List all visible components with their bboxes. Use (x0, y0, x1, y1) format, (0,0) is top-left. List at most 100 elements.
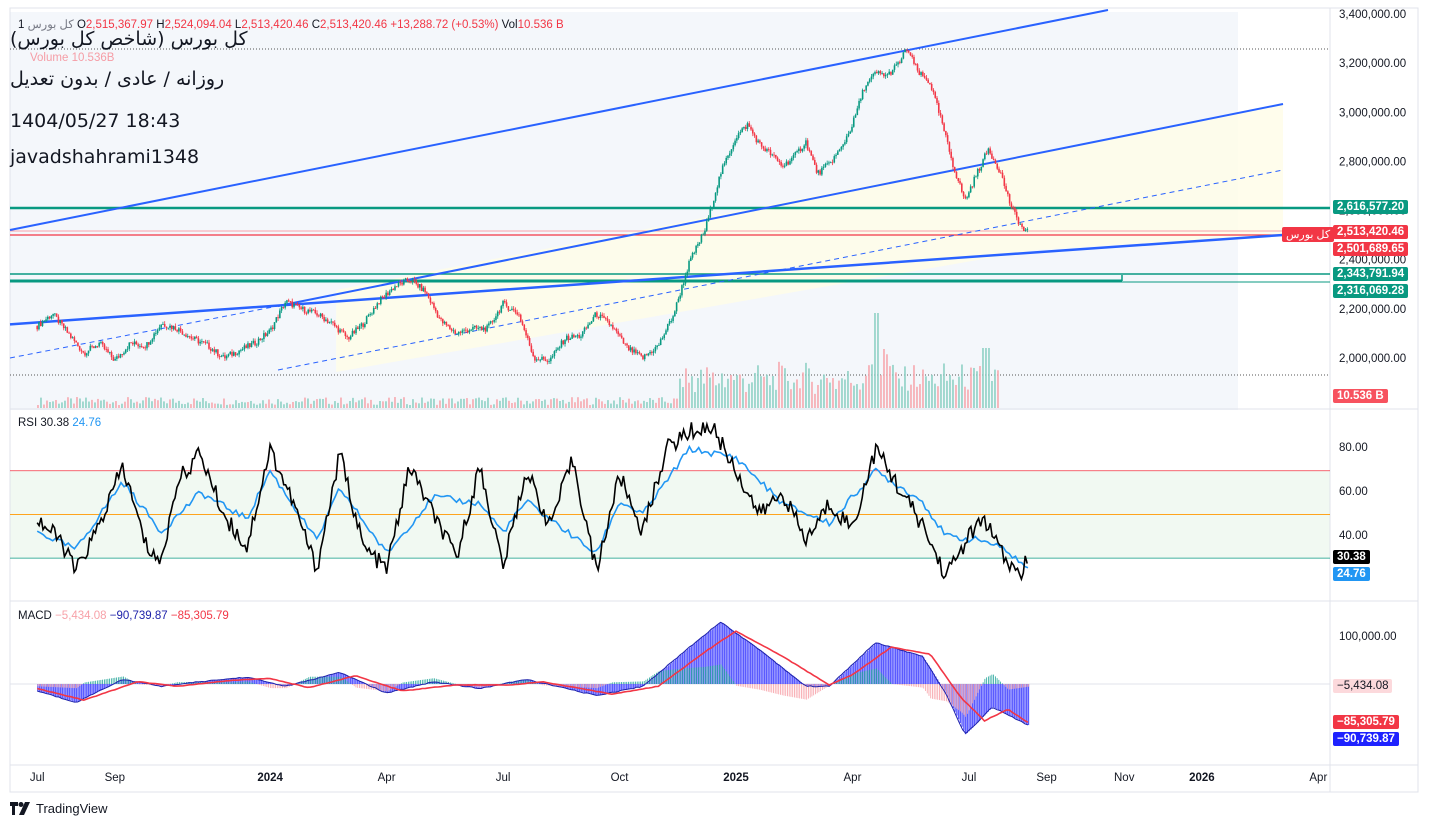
candle (725, 157, 728, 164)
tradingview-logo[interactable]: TradingView (10, 801, 108, 816)
volume-bar (88, 401, 90, 408)
symbol-short[interactable]: کل بورس (27, 19, 74, 31)
candle (950, 151, 952, 159)
rsi-axis-60: 60.00 (1339, 486, 1368, 498)
candle (899, 62, 901, 64)
hist-bar (582, 684, 584, 688)
volume-bar (40, 397, 42, 408)
volume-bar (820, 379, 822, 408)
candle (486, 325, 488, 332)
macd-bar (711, 629, 713, 684)
volume-bar (73, 403, 75, 408)
macd-bar (59, 684, 62, 698)
volume-bar (217, 403, 219, 408)
macd-bar (49, 684, 51, 695)
macd-bar (763, 653, 766, 684)
hist-bar (1028, 684, 1029, 687)
hist-bar (729, 676, 731, 684)
candle (895, 64, 898, 66)
hist-bar (226, 682, 228, 684)
hist-bar (444, 681, 446, 684)
macd-bar (604, 684, 607, 694)
macd-bar (734, 631, 736, 684)
hist-bar (946, 684, 947, 702)
volume-bar (583, 399, 585, 408)
candle (257, 338, 260, 345)
macd-bar (889, 646, 892, 684)
candle (868, 79, 871, 82)
macd-bar (772, 660, 775, 684)
candle (941, 115, 944, 124)
hist-bar (70, 684, 72, 688)
hist-bar (545, 684, 547, 686)
volume-bar (802, 372, 804, 408)
hist-bar (991, 674, 993, 684)
tradingview-icon (10, 802, 30, 815)
hist-bar (156, 684, 158, 686)
volume-bar (949, 375, 951, 408)
candle (874, 72, 876, 74)
volume-bar (226, 404, 228, 408)
volume-bar (844, 379, 846, 408)
candle (619, 334, 621, 336)
candle (829, 162, 832, 164)
hist-bar (937, 684, 939, 700)
hist-bar (872, 669, 874, 684)
candle (302, 306, 304, 309)
candle (913, 56, 915, 64)
hist-bar (822, 684, 823, 691)
hist-bar (919, 684, 921, 688)
candle (151, 339, 154, 342)
candle (248, 343, 251, 348)
hist-bar (173, 682, 175, 684)
hist-bar (215, 682, 217, 684)
hist-bar (51, 684, 53, 687)
macd-bar (611, 684, 614, 693)
hist-bar (427, 679, 428, 684)
candle (528, 338, 531, 346)
volume-bar (796, 379, 798, 408)
candle (170, 325, 173, 330)
volume-bar (163, 401, 165, 408)
hist-bar (731, 678, 732, 684)
volume-bar (571, 397, 573, 408)
volume-bar (379, 401, 381, 408)
candle (643, 354, 646, 360)
candle (936, 97, 938, 104)
candle (62, 323, 65, 329)
candle (339, 329, 341, 333)
hist-bar (788, 684, 790, 697)
candle (399, 282, 402, 284)
candle (835, 154, 837, 157)
macd-bar (779, 665, 782, 684)
candle (103, 344, 106, 350)
macd-bar (171, 684, 174, 686)
volume-bar (304, 397, 306, 408)
volume-bar (664, 401, 666, 408)
hist-bar (586, 684, 587, 688)
hist-bar (921, 684, 923, 688)
candle (91, 345, 93, 347)
macd-bar (608, 684, 610, 694)
hist-bar (624, 681, 626, 684)
macd-bar (1015, 684, 1017, 719)
volume-bar (931, 374, 933, 408)
volume-bar (991, 380, 993, 408)
candle (695, 245, 697, 253)
candle (1014, 207, 1016, 212)
candle (828, 162, 830, 164)
candle (378, 303, 380, 305)
macd-bar (58, 684, 60, 698)
macd-bar (594, 684, 596, 696)
hist-bar (717, 664, 718, 684)
candle (511, 308, 513, 310)
candle (847, 133, 850, 137)
volume-bar (448, 398, 450, 408)
chart-title: کل بورس (شاخص کل بورس) (10, 28, 248, 50)
time-tick-label: Apr (1309, 772, 1327, 784)
volume-bar (385, 401, 387, 408)
rsi-ma-tag: 24.76 (1333, 567, 1370, 581)
hist-bar (112, 678, 114, 684)
volume-bar (763, 376, 765, 408)
